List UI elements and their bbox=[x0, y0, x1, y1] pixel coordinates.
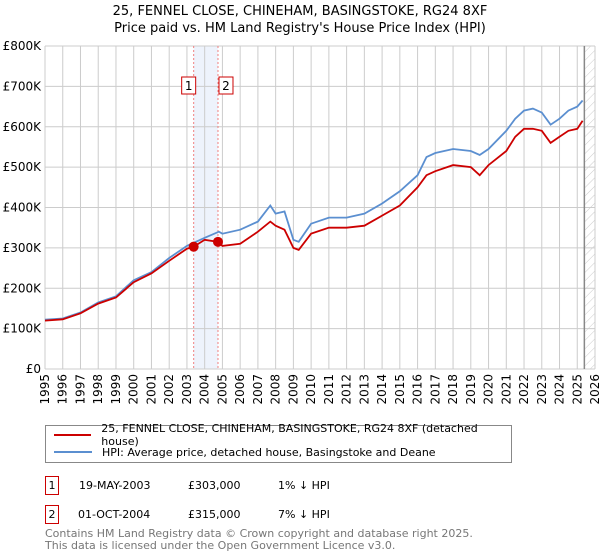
transaction-badge: 1 bbox=[45, 476, 59, 495]
x-tick-label: 2015 bbox=[393, 374, 407, 405]
x-tick-label: 2005 bbox=[215, 374, 229, 405]
y-tick-label: £500K bbox=[3, 160, 43, 174]
footer: Contains HM Land Registry data © Crown c… bbox=[45, 528, 473, 552]
x-tick-label: 2002 bbox=[162, 374, 176, 405]
sale-point bbox=[188, 241, 199, 252]
legend-item-property: 25, FENNEL CLOSE, CHINEHAM, BASINGSTOKE,… bbox=[54, 422, 511, 448]
transaction-date: 19-MAY-2003 bbox=[79, 479, 151, 492]
x-tick-label: 2000 bbox=[127, 374, 141, 405]
y-tick-label: £300K bbox=[3, 241, 43, 255]
x-tick-label: 2019 bbox=[464, 374, 478, 405]
x-tick-label: 2021 bbox=[499, 374, 513, 405]
x-tick-label: 2007 bbox=[251, 374, 265, 405]
chart-title: 25, FENNEL CLOSE, CHINEHAM, BASINGSTOKE,… bbox=[112, 4, 488, 19]
x-tick-label: 2013 bbox=[357, 374, 371, 405]
x-tick-label: 2014 bbox=[375, 374, 389, 405]
x-tick-label: 2008 bbox=[269, 374, 283, 405]
transaction-price: £315,000 bbox=[188, 508, 241, 521]
x-tick-label: 2010 bbox=[304, 374, 318, 405]
footer-line: This data is licensed under the Open Gov… bbox=[45, 539, 396, 552]
transaction-hpi: 7% ↓ HPI bbox=[278, 508, 330, 521]
y-tick-label: £800K bbox=[3, 39, 43, 53]
y-tick-label: £100K bbox=[3, 322, 43, 336]
x-tick-label: 2011 bbox=[322, 374, 336, 405]
x-tick-label: 2004 bbox=[198, 374, 212, 405]
x-tick-label: 2016 bbox=[411, 374, 425, 405]
chart-subtitle: Price paid vs. HM Land Registry's House … bbox=[114, 21, 486, 36]
x-tick-label: 2017 bbox=[428, 374, 442, 405]
x-tick-label: 2001 bbox=[144, 374, 158, 405]
x-tick-label: 1999 bbox=[109, 374, 123, 405]
sale-badge bbox=[181, 76, 197, 95]
sale-badge bbox=[218, 76, 234, 95]
x-tick-label: 2024 bbox=[553, 374, 567, 405]
sale-badge-label: 2 bbox=[222, 79, 230, 93]
legend-item-hpi: HPI: Average price, detached house, Basi… bbox=[54, 444, 436, 460]
y-tick-label: £400K bbox=[3, 201, 43, 215]
x-tick-label: 1998 bbox=[91, 374, 105, 405]
x-tick-label: 2025 bbox=[570, 374, 584, 405]
hpi-line bbox=[44, 99, 584, 321]
transaction-row: 1 19-MAY-2003 £303,000 1% ↓ HPI bbox=[45, 476, 445, 496]
legend-label: 25, FENNEL CLOSE, CHINEHAM, BASINGSTOKE,… bbox=[101, 422, 478, 448]
x-tick-label: 2003 bbox=[180, 374, 194, 405]
y-tick-label: £0 bbox=[26, 362, 41, 376]
transaction-hpi: 1% ↓ HPI bbox=[278, 479, 330, 492]
x-tick-label: 2023 bbox=[535, 374, 549, 405]
price-chart: 1995 1996 1997 1998 1999 2000 2001 2002 2003 2004… bbox=[3, 39, 600, 405]
y-tick-label: £700K bbox=[3, 79, 43, 93]
transaction-price: £303,000 bbox=[188, 479, 241, 492]
x-tick-label: 2026 bbox=[588, 374, 600, 405]
x-tick-label: 1997 bbox=[73, 374, 87, 405]
x-tick-label: 1995 bbox=[38, 374, 52, 405]
x-tick-label: 2022 bbox=[517, 374, 531, 405]
x-tick-label: 1996 bbox=[56, 374, 70, 405]
transaction-row: 2 01-OCT-2004 £315,000 7% ↓ HPI bbox=[45, 505, 445, 525]
y-tick-label: £200K bbox=[3, 281, 43, 295]
x-tick-label: 2012 bbox=[340, 374, 354, 405]
transaction-badge: 2 bbox=[45, 505, 59, 524]
footer-line: Contains HM Land Registry data © Crown c… bbox=[45, 527, 473, 540]
sale-badge-label: 1 bbox=[185, 79, 193, 93]
property-price-line bbox=[44, 120, 584, 322]
y-tick-label: £600K bbox=[3, 120, 43, 134]
transaction-date: 01-OCT-2004 bbox=[78, 508, 151, 521]
legend-label: HPI: Average price, detached house, Basi… bbox=[102, 445, 436, 459]
x-tick-label: 2009 bbox=[286, 374, 300, 405]
x-tick-label: 2006 bbox=[233, 374, 247, 405]
legend: 25, FENNEL CLOSE, CHINEHAM, BASINGSTOKE,… bbox=[45, 422, 512, 463]
x-tick-label: 2018 bbox=[446, 374, 460, 405]
sale-point bbox=[212, 236, 223, 247]
x-tick-label: 2020 bbox=[482, 374, 496, 405]
